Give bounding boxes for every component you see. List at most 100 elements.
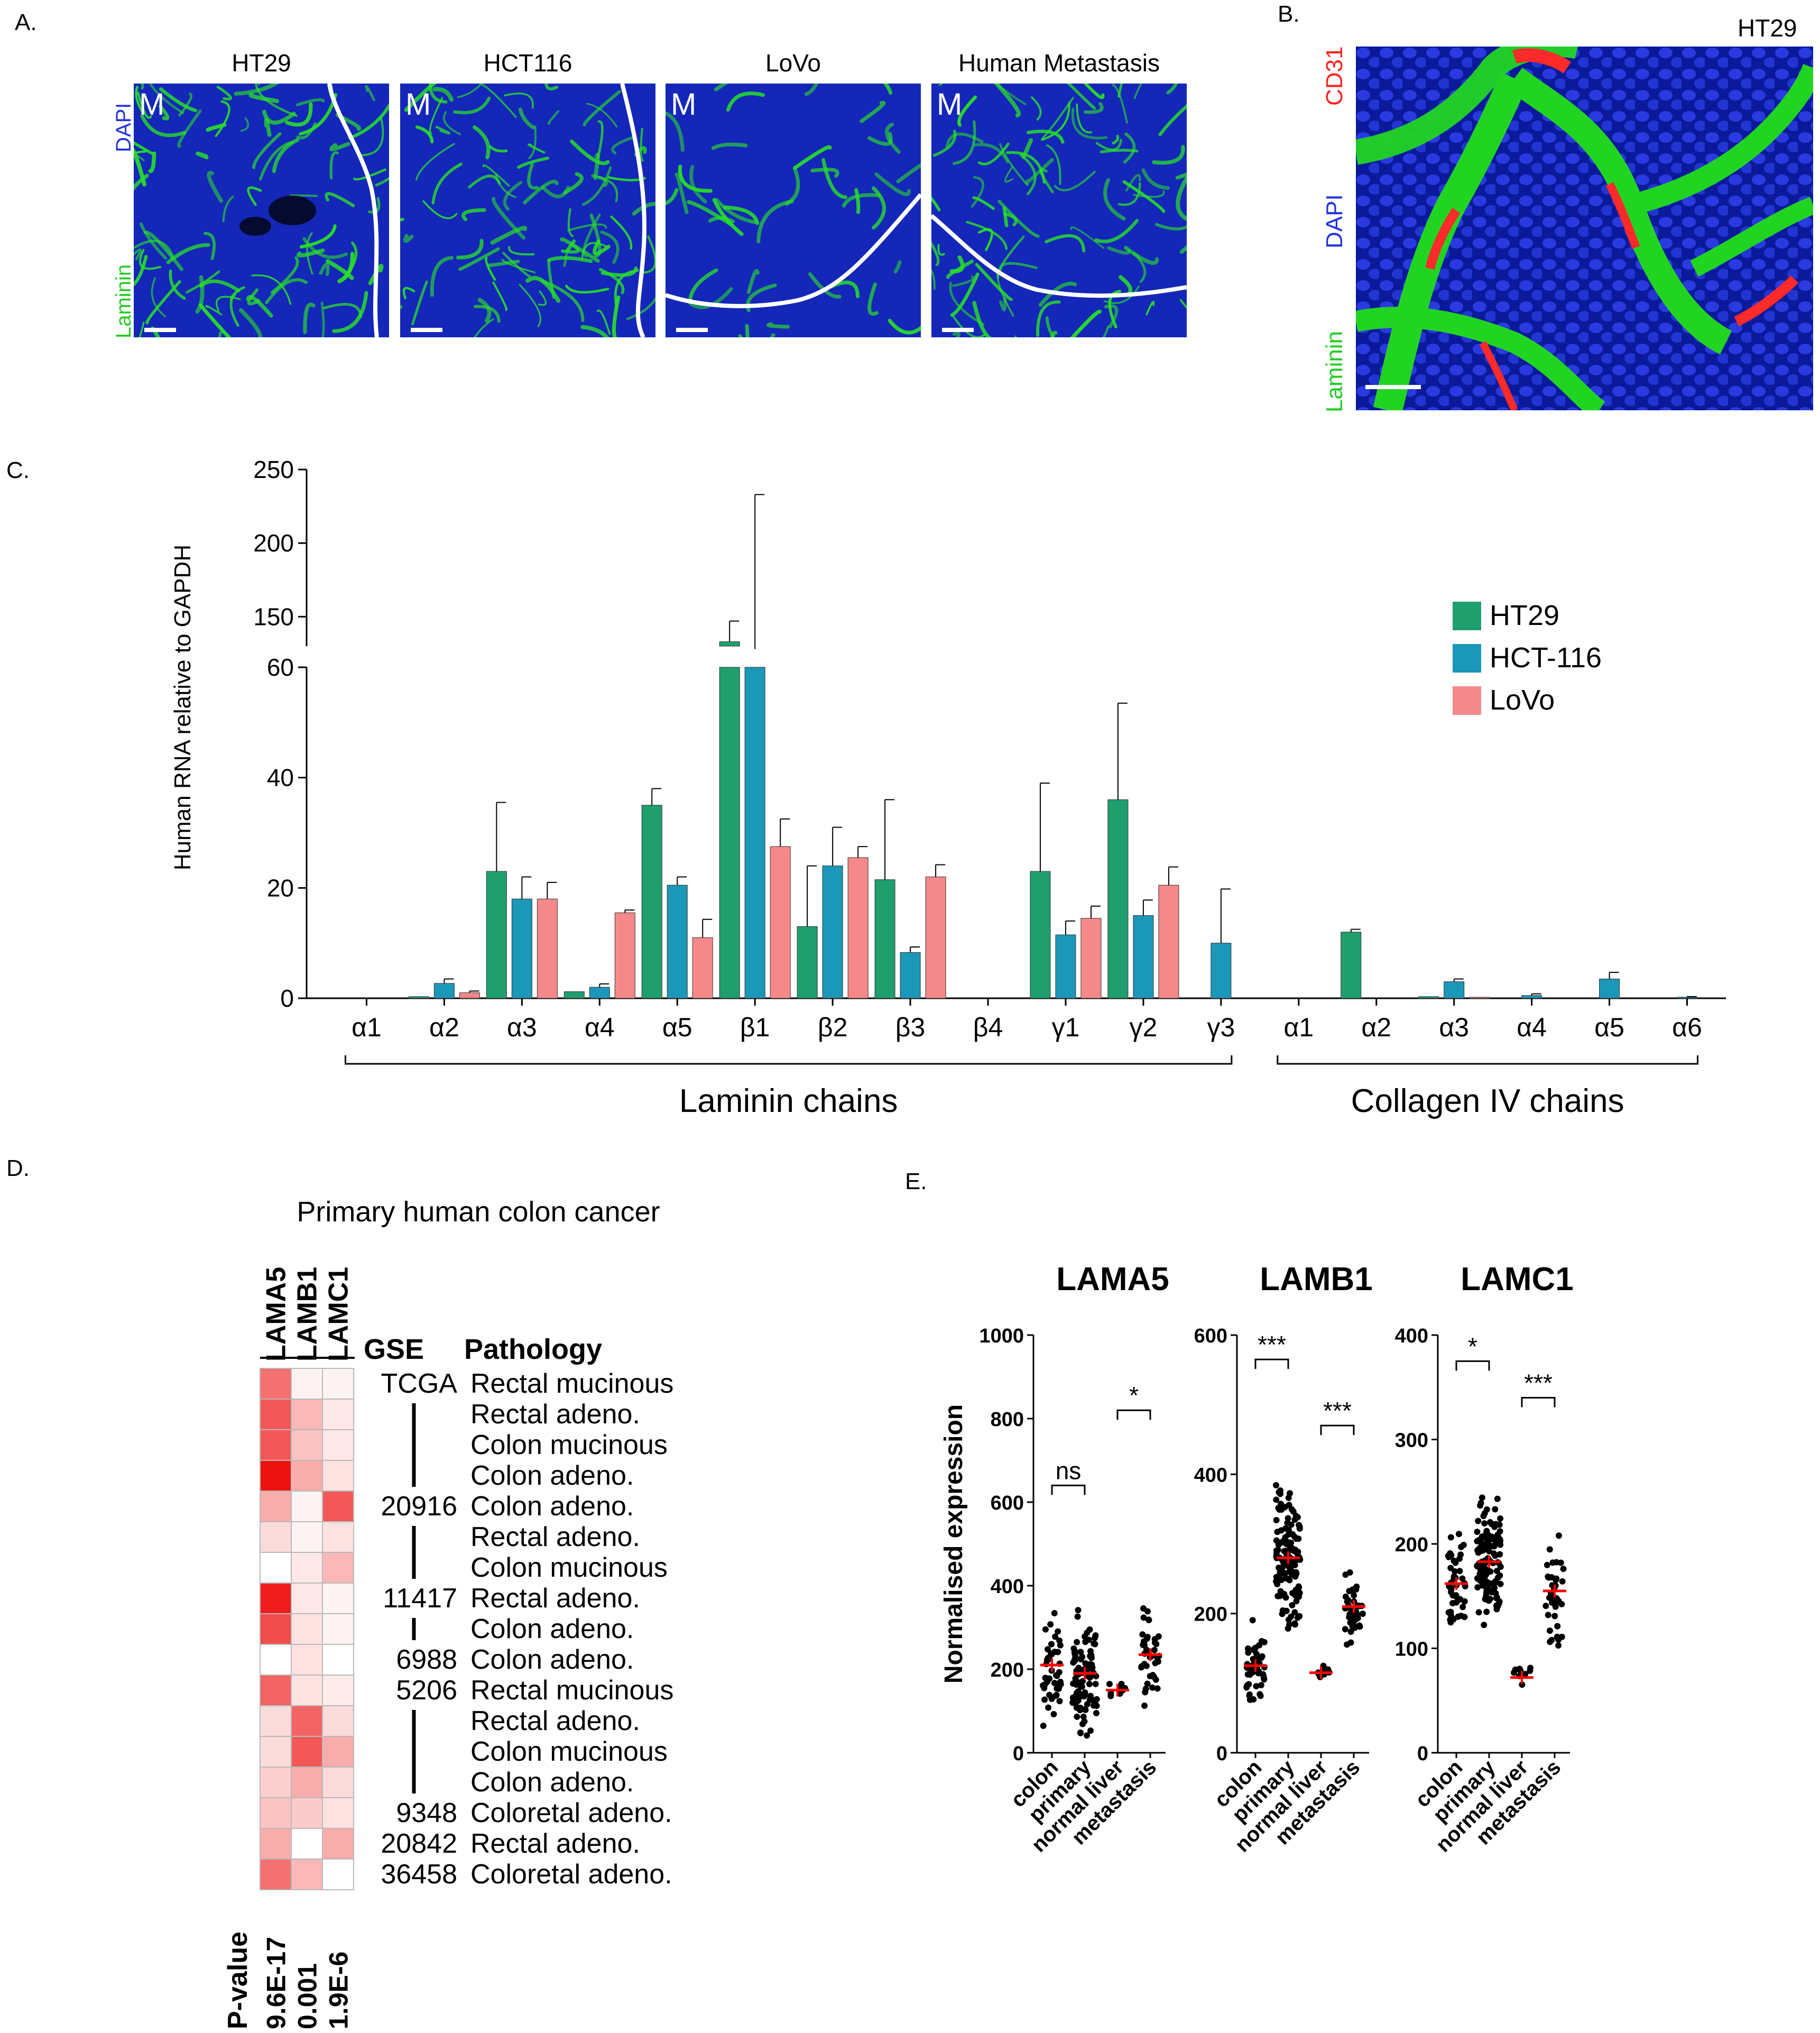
panel-e-data-point [1075, 1607, 1082, 1614]
panel-e-data-point [1086, 1681, 1093, 1688]
panel-a-micrograph-image-0 [134, 84, 389, 337]
panel-a-laminin-strand [972, 196, 995, 210]
panel-a-laminin-strand [490, 226, 528, 245]
panel-d-heat-cell [322, 1552, 354, 1584]
panel-e-sig-bracket [1254, 1358, 1289, 1369]
panel-a-laminin-strand [793, 145, 832, 170]
panel-a-laminin-strand [952, 332, 961, 337]
panel-d-pathology: Colon mucinous [470, 1430, 668, 1460]
panel-e-data-point [1497, 1515, 1504, 1522]
panel-e-data-point [1555, 1532, 1562, 1539]
panel-e-data-point [1479, 1494, 1485, 1501]
panel-a-laminin-strand [145, 280, 181, 325]
panel-c-legend-swatch [1453, 644, 1481, 673]
panel-d-gse-header: GSE [364, 1333, 424, 1365]
panel-c-y-tick-label: 20 [267, 874, 294, 901]
panel-a-laminin-strand [203, 232, 216, 261]
panel-c-bar [770, 846, 791, 999]
panel-d-pathology: Rectal adeno. [470, 1522, 640, 1552]
panel-a-laminin-strand [1070, 226, 1105, 249]
panel-a-laminin-strand [432, 87, 454, 102]
panel-c-x-tick-label: β1 [740, 1013, 770, 1042]
panel-e-data-point [1481, 1622, 1488, 1629]
panel-e-data-point [1452, 1568, 1458, 1575]
panel-d-heat-cell [322, 1429, 354, 1461]
panel-e-data-point [1453, 1592, 1459, 1599]
panel-e-data-point [1447, 1534, 1454, 1541]
panel-a-laminin-strand [375, 177, 389, 187]
panel-d-pathology: Colon adeno. [470, 1491, 634, 1522]
panel-e-data-point [1291, 1516, 1298, 1523]
panel-e-data-point [1491, 1550, 1498, 1557]
panel-a-laminin-strand [1019, 153, 1037, 196]
panel-a-laminin-strand [518, 107, 535, 130]
panel-e-data-point [1273, 1496, 1280, 1503]
panel-a-laminin-strand [1133, 84, 1142, 99]
panel-a-laminin-strand [306, 232, 313, 275]
panel-e-data-point [1285, 1625, 1291, 1632]
panel-d-heat-cell [322, 1613, 354, 1645]
panel-d-heat-cell [260, 1491, 292, 1522]
panel-a-laminin-strand [666, 111, 685, 152]
panel-a-laminin-strand [134, 150, 147, 155]
panel-e-data-point [1091, 1640, 1097, 1647]
panel-a-laminin-strand [159, 87, 198, 113]
panel-a-laminin-strand [1050, 330, 1058, 337]
panel-a-laminin-strand [508, 246, 535, 256]
panel-d-pathology: Colon adeno. [470, 1644, 634, 1675]
panel-d-heat-cell [322, 1828, 354, 1860]
panel-c-x-tick-label: α3 [507, 1013, 537, 1042]
panel-e-data-point [1285, 1494, 1292, 1501]
panel-c-x-tick-label: α2 [1361, 1013, 1391, 1042]
panel-e-data-point [1088, 1652, 1095, 1659]
panel-e-data-point [1245, 1649, 1252, 1656]
panel-a-laminin-strand [303, 302, 316, 334]
panel-c-x-tick-label: β4 [973, 1013, 1003, 1042]
panel-e-data-point [1045, 1704, 1052, 1711]
panel-e-data-point [1074, 1689, 1080, 1696]
panel-e-data-point [1147, 1673, 1153, 1680]
panel-d-gse-id: 20916 [381, 1491, 457, 1522]
panel-a-laminin-strand [804, 84, 819, 96]
panel-e-data-point [1491, 1523, 1498, 1530]
panel-a-laminin-strand [640, 127, 644, 162]
panel-d-gse-id: 36458 [381, 1859, 457, 1890]
panel-a-scale-bar-0 [144, 328, 176, 332]
panel-c-y-tick-label: 40 [267, 764, 294, 792]
panel-a-laminin-strand [453, 96, 491, 115]
panel-a-laminin-strand [738, 324, 750, 337]
panel-d-heat-cell [322, 1491, 354, 1522]
panel-a-laminin-strand [238, 308, 263, 337]
panel-a-laminin-strand [365, 85, 375, 102]
panel-a-laminin-strand [240, 117, 250, 132]
panel-d-pathology: Coloretal adeno. [470, 1798, 672, 1828]
panel-e-sig-label: *** [1524, 1369, 1553, 1397]
panel-e-data-point [1277, 1569, 1283, 1576]
panel-c-bar [744, 667, 765, 999]
panel-d-pathology: Coloretal adeno. [470, 1859, 672, 1890]
panel-a-laminin-strand [205, 305, 223, 316]
panel-a-laminin-strand [482, 164, 510, 187]
panel-a-laminin-strand [641, 235, 655, 274]
panel-a-laminin-strand [937, 244, 945, 256]
panel-e-data-point [1151, 1646, 1158, 1653]
panel-e-data-point [1092, 1680, 1099, 1687]
panel-a-region-label-3: M [937, 87, 963, 122]
panel-d-heat-cell [322, 1644, 354, 1676]
panel-d-heat-cell [260, 1644, 292, 1676]
panel-a-laminin-strand [565, 284, 609, 294]
panel-a-laminin-strand [611, 136, 634, 155]
panel-e-y-tick-label: 0 [1013, 1743, 1024, 1765]
panel-a-laminin-strand [196, 151, 209, 160]
panel-e-data-point [1346, 1588, 1353, 1595]
panel-a-laminin-strand [1152, 145, 1185, 165]
panel-e-data-point [1285, 1616, 1292, 1623]
panel-a-laminin-strand [134, 249, 142, 261]
panel-e-data-point [1074, 1713, 1080, 1720]
panel-a-laminin-strand [501, 259, 536, 273]
panel-a-laminin-strand [134, 147, 146, 187]
panel-a-laminin-strand [265, 278, 308, 305]
panel-d-heat-cell [291, 1644, 323, 1676]
panel-a-dapi-label: DAPI [112, 103, 135, 152]
panel-e-data-point [1353, 1583, 1360, 1590]
